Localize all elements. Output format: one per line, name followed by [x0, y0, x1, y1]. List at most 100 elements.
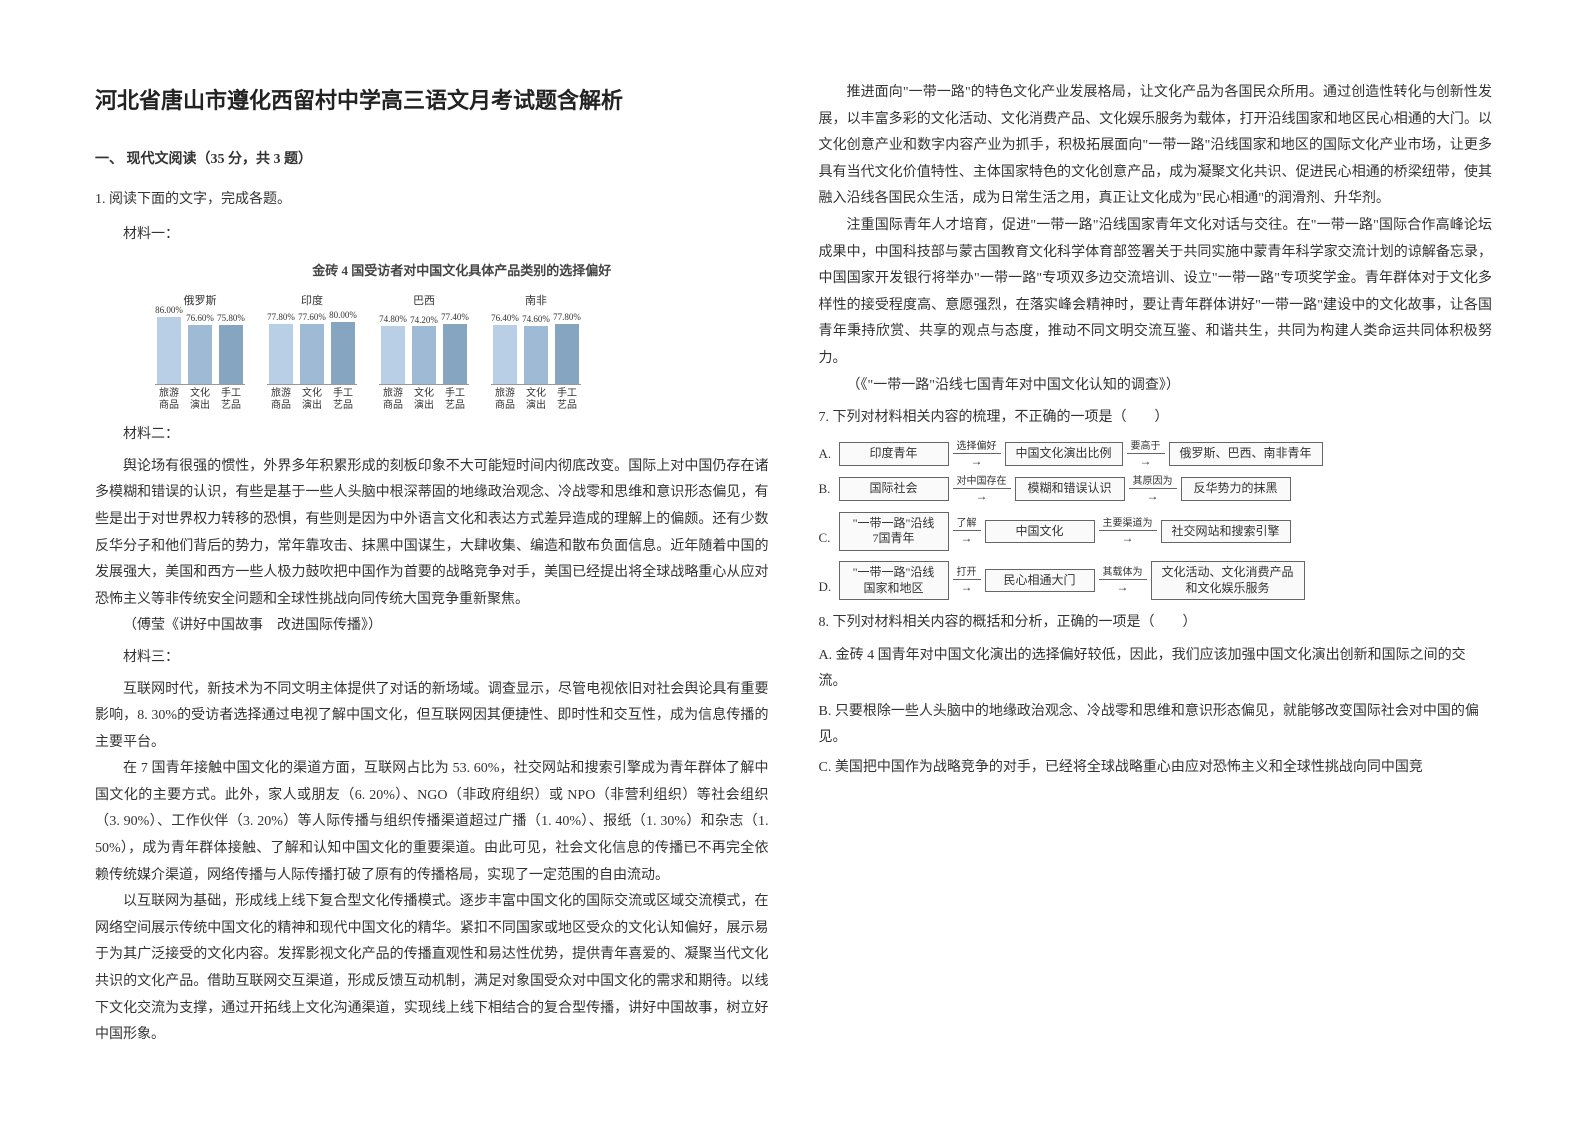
- diagram-arrow: 对中国存在→: [953, 477, 1011, 502]
- diagram-arrow: 了解→: [953, 519, 981, 544]
- chart-group: 巴西74.80%74.20%77.40%旅游 商品文化 演出手工 艺品: [379, 291, 469, 412]
- diagram-row: B.国际社会对中国存在→模糊和错误认识其原因为→反华势力的抹黑: [819, 477, 1493, 502]
- diagram-arrow-label: 了解: [953, 519, 981, 531]
- bar: [219, 325, 243, 384]
- q8-text: 8. 下列对材料相关内容的概括和分析，正确的一项是（ ）: [819, 610, 1493, 637]
- diagram-letter: D.: [819, 575, 839, 600]
- q8-option: C. 美国把中国作为战略竞争的对手，已经将全球战略重心由应对恐怖主义和全球性挑战…: [819, 755, 1493, 782]
- diagram-letter: B.: [819, 477, 839, 502]
- arrow-icon: →: [1147, 490, 1159, 502]
- diagram-arrow: 打开→: [953, 568, 981, 593]
- bar: [443, 324, 467, 384]
- diagram-arrow: 主要渠道为→: [1099, 519, 1157, 544]
- q8-option: A. 金砖 4 国青年对中国文化演出的选择偏好较低，因此，我们应该加强中国文化演…: [819, 643, 1493, 696]
- bar-wrap: 77.40%: [441, 312, 469, 384]
- bar-wrap: 77.80%: [553, 312, 581, 384]
- bar-category-label: 手工 艺品: [553, 388, 581, 412]
- diagrams-container: A.印度青年选择偏好→中国文化演出比例要高于→俄罗斯、巴西、南非青年B.国际社会…: [819, 442, 1493, 600]
- bar-value: 77.40%: [441, 312, 469, 323]
- bar-category-label: 旅游 商品: [379, 388, 407, 412]
- diagram-box: 俄罗斯、巴西、南非青年: [1169, 442, 1323, 466]
- bar-value: 74.60%: [522, 314, 550, 325]
- diagram-box: 印度青年: [839, 442, 949, 466]
- chart-title: 金砖 4 国受访者对中国文化具体产品类别的选择偏好: [155, 259, 769, 284]
- arrow-icon: →: [971, 455, 983, 467]
- diagram-box: 反华势力的抹黑: [1181, 477, 1291, 501]
- bar-wrap: 80.00%: [329, 310, 357, 384]
- bar-category-label: 文化 演出: [186, 388, 214, 412]
- arrow-icon: →: [976, 490, 988, 502]
- chart-group-name: 印度: [301, 291, 323, 312]
- bar-wrap: 74.20%: [410, 315, 438, 385]
- m3-p4: 推进面向"一带一路"的特色文化产业发展格局，让文化产品为各国民众所用。通过创造性…: [819, 80, 1493, 213]
- material1-label: 材料一：: [95, 222, 769, 249]
- arrow-icon: →: [1122, 532, 1134, 544]
- q8-option: B. 只要根除一些人头脑中的地缘政治观念、冷战零和思维和意识形态偏见，就能够改变…: [819, 699, 1493, 752]
- bars-row: 77.80%77.60%80.00%: [267, 315, 357, 385]
- bar-category-labels: 旅游 商品文化 演出手工 艺品: [379, 385, 469, 412]
- diagram-letter: C.: [819, 526, 839, 551]
- bar-value: 74.20%: [410, 315, 438, 326]
- bar-category-label: 手工 艺品: [329, 388, 357, 412]
- diagram-row: A.印度青年选择偏好→中国文化演出比例要高于→俄罗斯、巴西、南非青年: [819, 442, 1493, 467]
- diagram-arrow-label: 主要渠道为: [1099, 519, 1157, 531]
- bar-value: 77.80%: [267, 312, 295, 323]
- document-title: 河北省唐山市遵化西留村中学高三语文月考试题含解析: [95, 80, 769, 122]
- diagram-arrow-label: 选择偏好: [953, 442, 1001, 454]
- material3-label: 材料三：: [95, 645, 769, 672]
- bars-row: 74.80%74.20%77.40%: [379, 315, 469, 385]
- bar: [188, 325, 212, 385]
- chart-group: 南非 76.40%74.60%77.80%旅游 商品文化 演出手工 艺品: [491, 291, 581, 412]
- arrow-icon: →: [1117, 581, 1129, 593]
- diagram-arrow: 选择偏好→: [953, 442, 1001, 467]
- bar-chart: 金砖 4 国受访者对中国文化具体产品类别的选择偏好 俄罗斯 86.00%76.60…: [155, 259, 769, 413]
- q1-intro: 1. 阅读下面的文字，完成各题。: [95, 187, 769, 214]
- bar: [412, 326, 436, 384]
- page-container: 河北省唐山市遵化西留村中学高三语文月考试题含解析 一、 现代文阅读（35 分，共…: [95, 80, 1492, 1049]
- bar-category-label: 文化 演出: [298, 388, 326, 412]
- bars-row: 86.00%76.60%75.80%: [155, 315, 245, 385]
- bar-wrap: 74.80%: [379, 314, 407, 384]
- chart-group-name: 巴西: [413, 291, 435, 312]
- arrow-icon: →: [1140, 455, 1152, 467]
- bar-wrap: 76.40%: [491, 313, 519, 384]
- chart-group-name: 俄罗斯: [184, 291, 217, 312]
- m2-p1: 舆论场有很强的惯性，外界多年积累形成的刻板印象不大可能短时间内彻底改变。国际上对…: [95, 454, 769, 614]
- section-heading: 一、 现代文阅读（35 分，共 3 题）: [95, 147, 769, 174]
- bar-category-label: 文化 演出: [522, 388, 550, 412]
- bar: [269, 324, 293, 385]
- diagram-box: "一带一路"沿线 国家和地区: [839, 561, 949, 600]
- bar-category-labels: 旅游 商品文化 演出手工 艺品: [155, 385, 245, 412]
- bar-category-label: 手工 艺品: [441, 388, 469, 412]
- bar: [493, 325, 517, 384]
- chart-group-name: 南非: [525, 291, 547, 312]
- bar: [331, 322, 355, 384]
- diagram-row: D."一带一路"沿线 国家和地区打开→民心相通大门其载体为→文化活动、文化消费产…: [819, 561, 1493, 600]
- m3-citation: （《"一带一路"沿线七国青年对中国文化认知的调查》）: [819, 373, 1493, 400]
- diagram-row: C."一带一路"沿线 7国青年了解→中国文化主要渠道为→社交网站和搜索引擎: [819, 512, 1493, 551]
- bar-value: 76.40%: [491, 313, 519, 324]
- diagram-box: 中国文化演出比例: [1005, 442, 1123, 466]
- bar-wrap: 75.80%: [217, 313, 245, 384]
- bar: [157, 317, 181, 384]
- bar-value: 77.60%: [298, 312, 326, 323]
- diagram-box: 社交网站和搜索引擎: [1161, 520, 1291, 544]
- diagram-arrow-label: 其原因为: [1129, 477, 1177, 489]
- diagram-arrow: 要高于→: [1127, 442, 1165, 467]
- arrow-icon: →: [961, 532, 973, 544]
- diagram-arrow-label: 其载体为: [1099, 568, 1147, 580]
- bar-wrap: 86.00%: [155, 305, 183, 384]
- q8-options: A. 金砖 4 国青年对中国文化演出的选择偏好较低，因此，我们应该加强中国文化演…: [819, 643, 1493, 782]
- chart-group: 俄罗斯 86.00%76.60%75.80%旅游 商品文化 演出手工 艺品: [155, 291, 245, 412]
- diagram-box: "一带一路"沿线 7国青年: [839, 512, 949, 551]
- bar-category-labels: 旅游 商品文化 演出手工 艺品: [491, 385, 581, 412]
- m2-citation: （傅莹《讲好中国故事 改进国际传播》）: [95, 613, 769, 640]
- bars-row: 76.40%74.60%77.80%: [491, 315, 581, 385]
- diagram-arrow: 其原因为→: [1129, 477, 1177, 502]
- diagram-box: 国际社会: [839, 477, 949, 501]
- bar-category-label: 文化 演出: [410, 388, 438, 412]
- chart-groups: 俄罗斯86.00%76.60%75.80%旅游 商品文化 演出手工 艺品印度77…: [155, 291, 769, 412]
- bar: [381, 326, 405, 384]
- diagram-letter: A.: [819, 442, 839, 467]
- bar-category-label: 旅游 商品: [155, 388, 183, 412]
